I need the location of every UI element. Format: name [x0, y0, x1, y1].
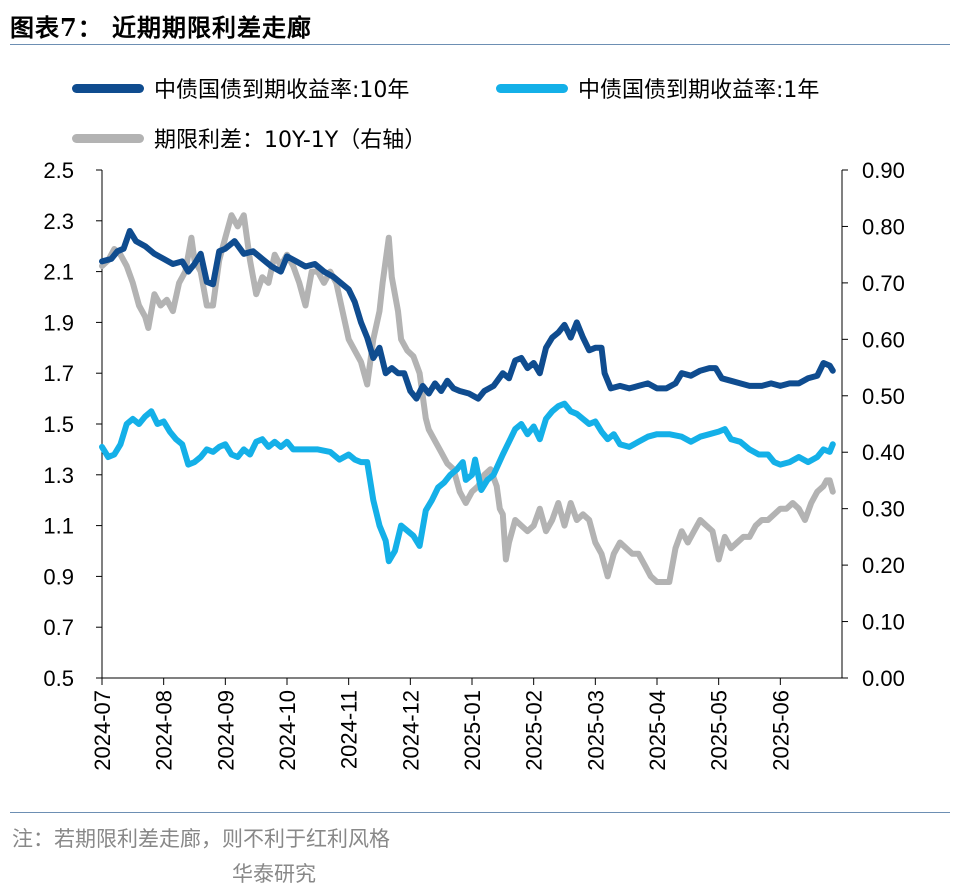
left-tick-label: 0.7	[43, 615, 74, 640]
left-tick-label: 1.1	[43, 514, 74, 539]
legend-item-10y: 中债国债到期收益率:10年	[72, 72, 409, 104]
x-tick-label: 2024-11	[337, 690, 362, 769]
x-tick-label: 2025-06	[768, 690, 793, 771]
left-tick-label: 2.1	[43, 260, 74, 285]
chart-title: 图表7： 近期期限利差走廊	[10, 13, 313, 42]
right-tick-label: 0.80	[862, 214, 905, 239]
series-line-spread	[99, 212, 836, 585]
x-tick-label: 2025-04	[645, 690, 670, 771]
x-tick-label: 2024-08	[152, 690, 177, 771]
x-tick-label: 2025-01	[460, 690, 485, 771]
right-tick-label: 0.50	[862, 384, 905, 409]
legend-item-spread: 期限利差：10Y-1Y（右轴）	[72, 122, 426, 154]
left-tick-label: 1.9	[43, 310, 74, 335]
title-rule	[10, 44, 950, 45]
right-tick-label: 0.00	[862, 666, 905, 691]
legend-swatch-10y	[72, 83, 144, 93]
left-tick-label: 2.3	[43, 209, 74, 234]
right-tick-label: 0.20	[862, 553, 905, 578]
left-tick-label: 1.7	[43, 361, 74, 386]
x-tick-label: 2024-10	[275, 690, 300, 771]
x-tick-label: 2024-07	[90, 690, 115, 771]
x-tick-label: 2025-03	[583, 690, 608, 771]
left-tick-label: 2.5	[43, 158, 74, 183]
left-tick-label: 1.3	[43, 463, 74, 488]
legend-swatch-spread	[72, 133, 144, 143]
legend-label-spread: 期限利差：10Y-1Y（右轴）	[154, 128, 427, 153]
x-tick-label: 2024-12	[398, 690, 423, 771]
right-tick-label: 0.60	[862, 327, 905, 352]
right-tick-label: 0.30	[862, 497, 905, 522]
x-tick-label: 2025-05	[707, 690, 732, 771]
right-tick-label: 0.70	[862, 271, 905, 296]
legend-item-1y: 中债国债到期收益率:1年	[496, 72, 819, 104]
footnote: 注：若期限利差走廊，则不利于红利风格	[12, 827, 390, 851]
legend-label-10y: 中债国债到期收益率:10年	[154, 78, 410, 103]
footer-rule	[10, 812, 950, 813]
left-tick-label: 0.9	[43, 564, 74, 589]
legend-swatch-1y	[496, 83, 568, 93]
right-tick-label: 0.10	[862, 610, 905, 635]
left-tick-label: 1.5	[43, 412, 74, 437]
right-tick-label: 0.90	[862, 158, 905, 183]
series-line-1y	[99, 400, 836, 565]
x-tick-label: 2024-09	[213, 690, 238, 771]
right-tick-label: 0.40	[862, 440, 905, 465]
legend-label-1y: 中债国债到期收益率:1年	[578, 78, 820, 103]
x-tick-label: 2025-02	[522, 690, 547, 771]
source-label: 华泰研究	[232, 862, 316, 886]
left-tick-label: 0.5	[43, 666, 74, 691]
series-line-10y	[99, 228, 836, 402]
